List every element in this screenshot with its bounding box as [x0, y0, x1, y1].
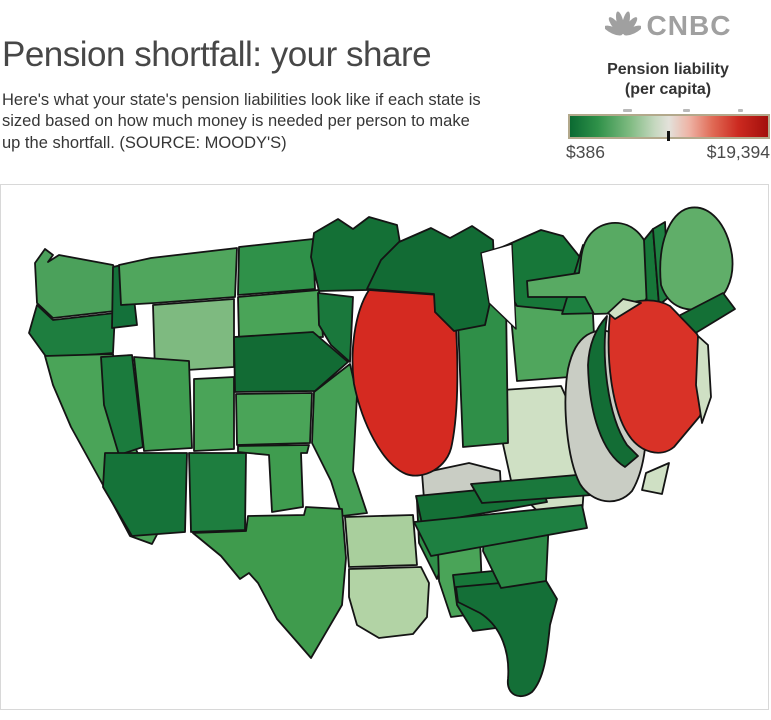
- state-colorado[interactable]: [193, 376, 235, 452]
- state-north-dakota[interactable]: [237, 238, 316, 296]
- state-washington[interactable]: [34, 248, 119, 319]
- state-pale-sliver[interactable]: [607, 298, 642, 320]
- legend-title-line1: Pension liability: [607, 61, 729, 78]
- legend-median-tick: [667, 131, 671, 141]
- clipped-text-remnant: [568, 107, 770, 112]
- cartogram-map: [0, 184, 769, 710]
- state-kansas[interactable]: [235, 392, 313, 446]
- state-oklahoma[interactable]: [237, 444, 310, 513]
- lake-michigan-gap: [480, 243, 517, 330]
- description-line: Here's what your state's pension liabili…: [2, 91, 481, 109]
- page-title: Pension shortfall: your share: [2, 35, 432, 75]
- state-utah[interactable]: [133, 356, 193, 452]
- state-illinois[interactable]: [351, 289, 459, 477]
- state-new-jersey[interactable]: [587, 315, 639, 468]
- state-new-mexico[interactable]: [188, 452, 247, 533]
- state-nevada[interactable]: [100, 354, 144, 456]
- state-connecticut[interactable]: [607, 299, 707, 454]
- description-line: up the shortfall. (SOURCE: MOODY'S): [2, 133, 287, 152]
- state-arizona[interactable]: [102, 452, 188, 537]
- state-texas[interactable]: [192, 506, 347, 659]
- legend-scale-labels: $386 $19,394: [566, 142, 770, 163]
- state-iowa[interactable]: [317, 292, 354, 363]
- state-florida[interactable]: [455, 578, 558, 697]
- state-south-dakota[interactable]: [237, 289, 324, 340]
- state-louisiana[interactable]: [348, 566, 430, 639]
- state-oregon[interactable]: [28, 304, 116, 359]
- cartogram-svg: [28, 206, 736, 697]
- cnbc-wordmark: CNBC: [646, 10, 732, 41]
- state-montana[interactable]: [118, 247, 238, 306]
- description: Here's what your state's pension liabili…: [2, 90, 562, 154]
- peacock-icon: [604, 11, 641, 36]
- legend-gradient-bar: [568, 114, 770, 141]
- legend-title-line2: (per capita): [624, 81, 712, 98]
- state-north-carolina[interactable]: [413, 504, 588, 557]
- state-delaware[interactable]: [641, 462, 670, 495]
- legend-min-label: $386: [566, 142, 605, 162]
- legend-title: Pension liability (per capita): [565, 60, 771, 100]
- description-line: sized based on how much money is needed …: [2, 112, 470, 131]
- state-nebraska[interactable]: [233, 331, 349, 393]
- state-rhode-island[interactable]: [695, 335, 712, 424]
- legend-max-label: $19,394: [706, 142, 770, 162]
- state-arkansas[interactable]: [344, 514, 418, 568]
- cnbc-logo: CNBC: [565, 10, 771, 42]
